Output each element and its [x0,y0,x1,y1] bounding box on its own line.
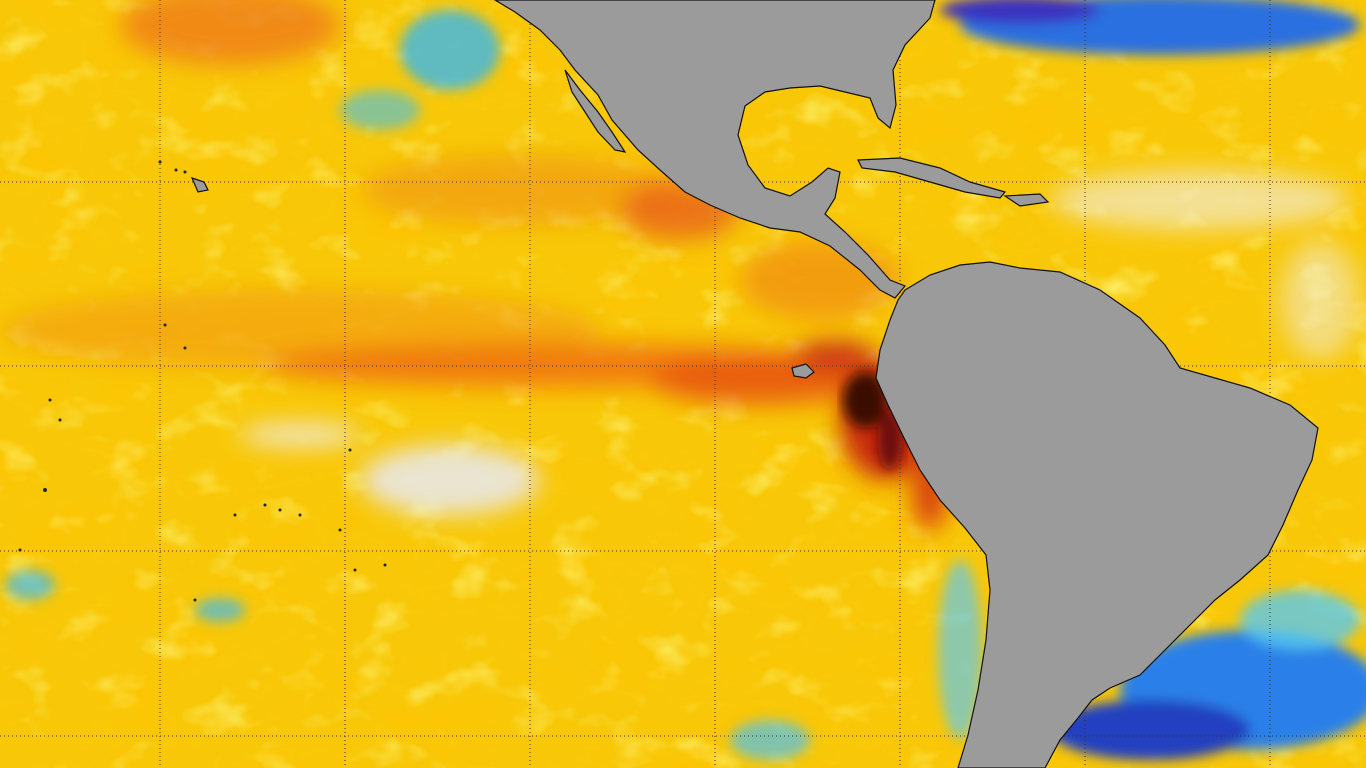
neutral-patch [1050,170,1350,230]
warm-patch [360,155,680,225]
land [190,0,1319,768]
anomaly-hot-core [843,372,902,470]
hot-core [843,372,887,428]
island [298,513,302,517]
island [48,398,52,402]
cool-patch [5,570,55,600]
island [18,548,22,552]
island [278,508,282,512]
cool-patch [730,720,810,760]
island [43,488,47,492]
neutral-patch [360,445,540,515]
island [58,418,62,422]
neutral-patch [240,423,360,447]
cool-patch [1240,590,1360,650]
cool-patch [400,10,500,90]
north-america [493,0,936,299]
hot-patch [795,341,875,369]
island [158,160,162,164]
island [263,503,267,507]
south-america [875,261,1319,768]
hispaniola [1003,193,1050,207]
island [353,568,357,572]
island [183,346,187,350]
cool-patch [195,598,245,622]
neutral-patch [1280,240,1360,360]
cold-patch [940,0,1100,24]
cuba [857,157,1007,199]
warm-band [650,355,870,405]
island [233,513,237,517]
island [174,168,178,172]
hawaii [190,177,209,193]
cool-patch [340,90,420,130]
island [183,170,187,174]
island [193,598,197,602]
cold-patch [1050,700,1250,760]
anomaly-neutral [240,170,1360,515]
galapagos [791,363,815,379]
island [338,528,342,532]
island-dots [18,160,387,602]
baja-california [564,69,627,153]
island [348,448,352,452]
hot-core [878,410,902,470]
anomaly-cool [5,0,1366,760]
island [163,323,167,327]
warm-patch [120,0,340,65]
cool-patch [938,560,982,740]
island [383,563,387,567]
